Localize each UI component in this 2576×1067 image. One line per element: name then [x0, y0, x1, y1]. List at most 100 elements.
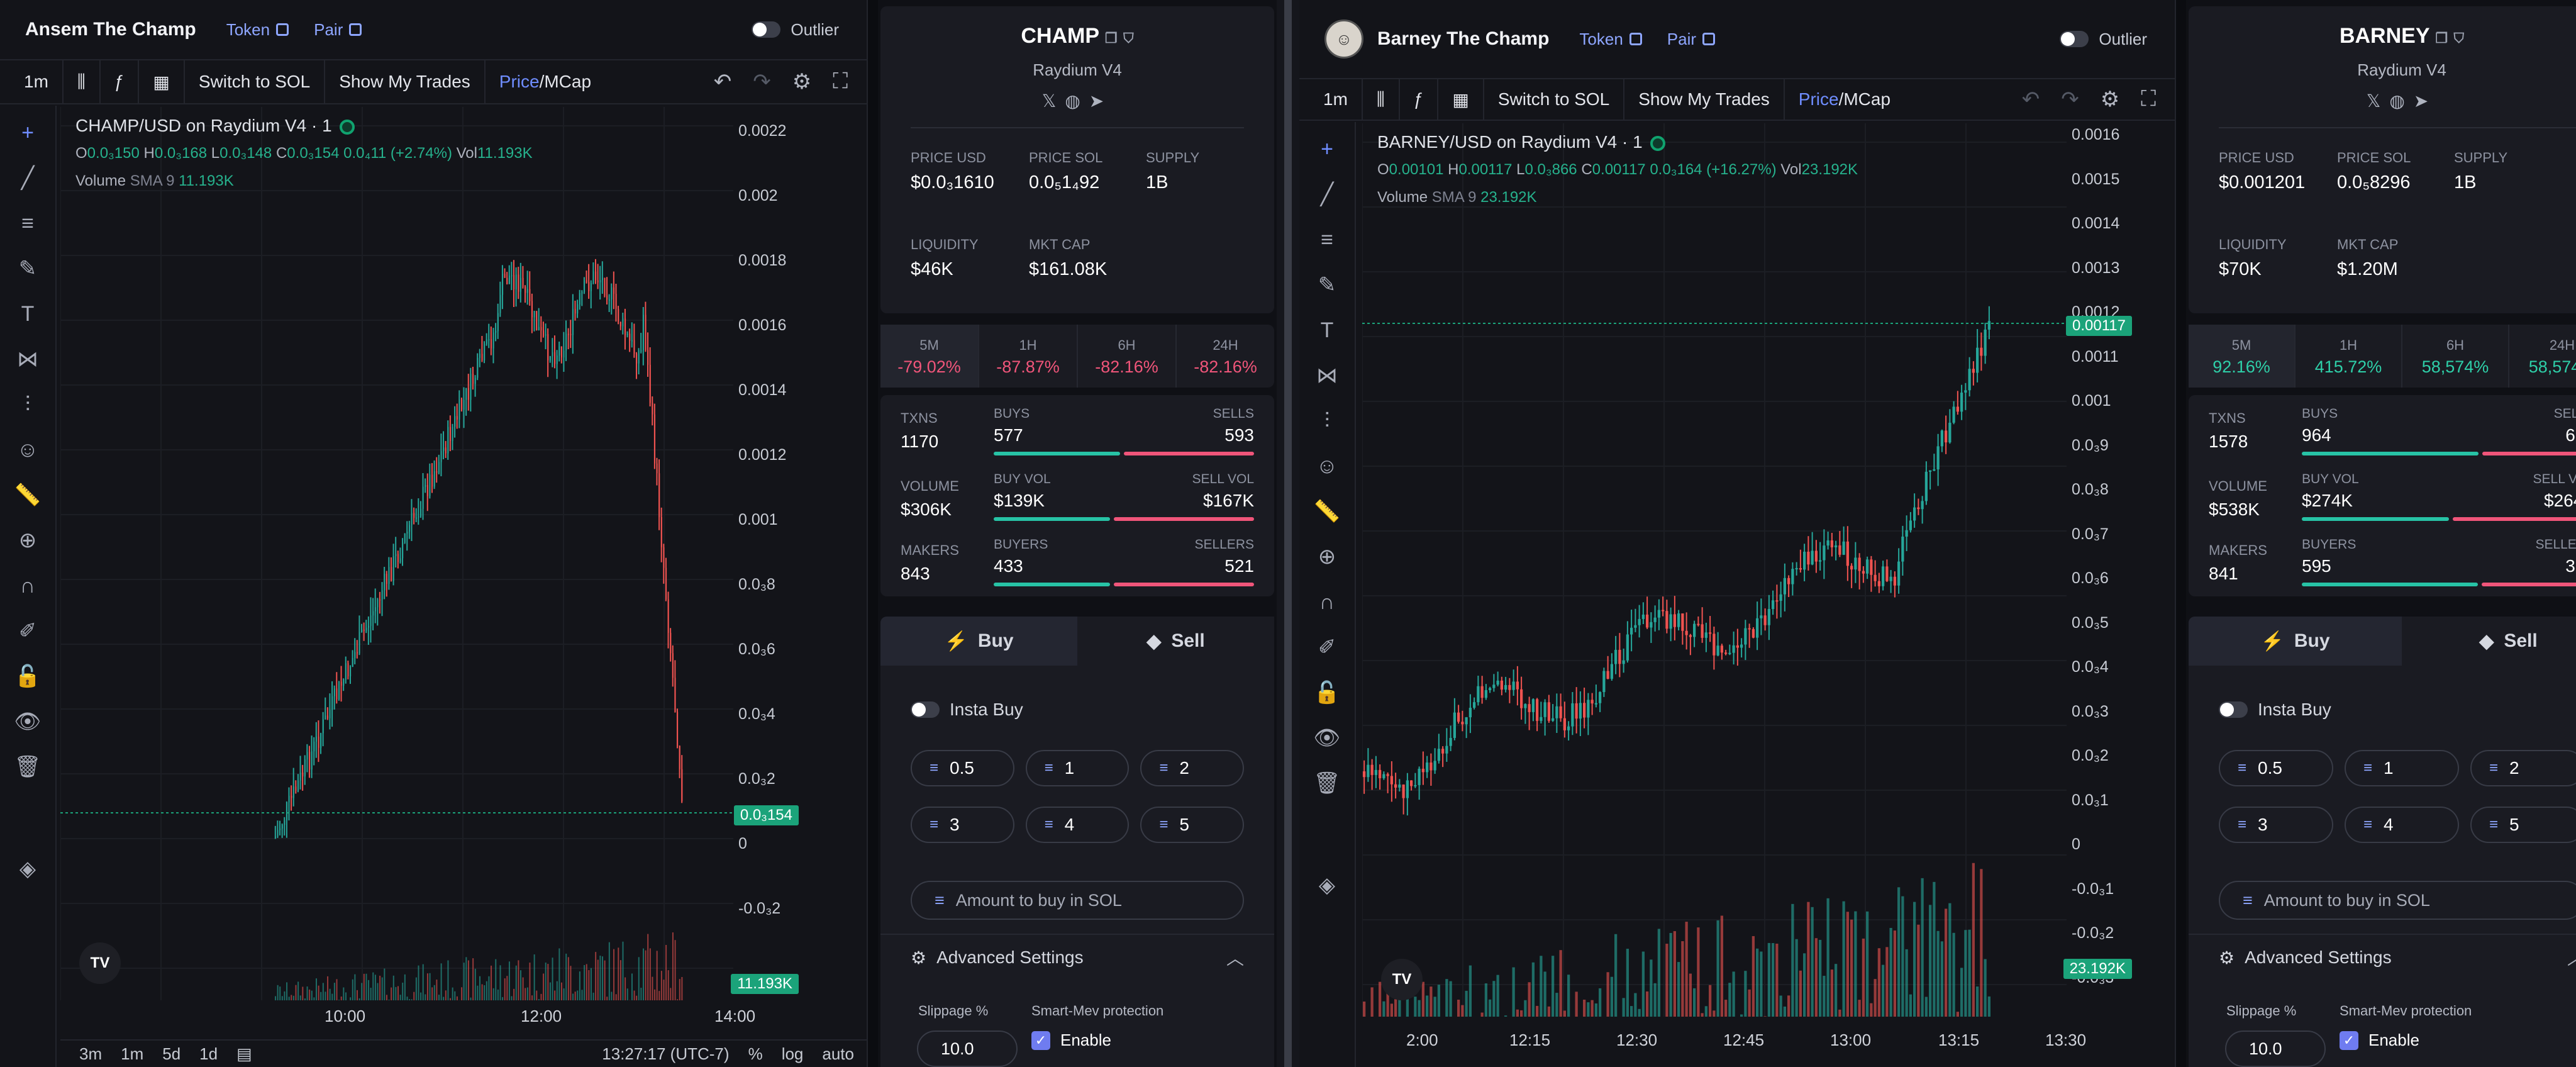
text-icon[interactable]: T [1320, 318, 1334, 342]
amount-preset[interactable]: ≡ 2 [1140, 750, 1244, 786]
candlestick-svg[interactable] [1362, 123, 2136, 1017]
toggle-switch[interactable] [2219, 701, 2248, 718]
forecast-icon[interactable]: ⫶ [25, 392, 31, 416]
mcap-option[interactable]: MCap [544, 72, 592, 91]
amount-preset[interactable]: ≡ 2 [2470, 750, 2576, 786]
slippage-input[interactable]: 10.0 [917, 1031, 1018, 1067]
range-5d[interactable]: 5d [162, 1044, 181, 1063]
telegram-icon[interactable]: ➤ [2413, 91, 2438, 111]
advanced-settings-toggle[interactable]: ⚙ Advanced Settings ︿ [2189, 934, 2576, 980]
outlier-toggle[interactable]: Outlier [2060, 0, 2147, 78]
amount-preset[interactable]: ≡ 5 [2470, 807, 2576, 843]
auto-toggle[interactable]: auto [822, 1044, 854, 1063]
price-mcap-toggle[interactable]: Price / MCap [486, 60, 605, 103]
log-toggle[interactable]: log [781, 1044, 804, 1063]
ruler-icon[interactable]: 📏 [14, 483, 42, 507]
copy-icon[interactable]: ❐ [2435, 30, 2448, 46]
amount-preset[interactable]: ≡ 5 [1140, 807, 1244, 843]
sell-tab[interactable]: ◆ Sell [2402, 617, 2576, 666]
amount-preset[interactable]: ≡ 4 [2345, 807, 2459, 843]
amount-preset[interactable]: ≡ 1 [1025, 750, 1130, 786]
pattern-icon[interactable]: ⋈ [17, 347, 38, 371]
tab-5m[interactable]: 5M -79.02% [880, 325, 979, 388]
fullscreen-icon[interactable]: ⛶ [2141, 87, 2156, 111]
candle-type-icon[interactable]: ⫼ [64, 60, 101, 103]
indicators-icon[interactable]: ƒ [1400, 79, 1439, 120]
tradingview-logo-icon[interactable]: TV [1381, 959, 1423, 1000]
price-axis[interactable]: 0.0016 0.0015 0.0014 0.0013 0.0012 0.0011 0.00… [2067, 123, 2136, 1017]
layers-icon[interactable]: ◈ [19, 857, 36, 881]
amount-preset[interactable]: ≡ 1 [2345, 750, 2459, 786]
fib-icon[interactable]: ≡ [21, 211, 34, 235]
mev-checkbox[interactable]: ✓ Enable [2340, 1031, 2419, 1050]
price-option[interactable]: Price [499, 72, 540, 91]
mev-checkbox[interactable]: ✓ Enable [1031, 1031, 1111, 1050]
tab-5m[interactable]: 5M 92.16% [2189, 325, 2296, 388]
globe-icon[interactable]: ◍ [1065, 91, 1089, 111]
mcap-option[interactable]: MCap [1843, 89, 1891, 109]
price-axis[interactable]: 0.0022 0.002 0.0018 0.0016 0.0014 0.0012 0.001… [733, 107, 802, 1000]
range-3m[interactable]: 3m [79, 1044, 103, 1063]
toggle-switch[interactable] [752, 21, 781, 38]
amount-preset[interactable]: ≡ 4 [1025, 807, 1130, 843]
range-1m[interactable]: 1m [121, 1044, 144, 1063]
globe-icon[interactable]: ◍ [2389, 91, 2414, 111]
copy-icon[interactable]: ❐ [1104, 30, 1118, 46]
pane-divider[interactable] [1277, 0, 1299, 1067]
token-link[interactable]: Token [1579, 30, 1642, 49]
show-my-trades-button[interactable]: Show My Trades [1624, 79, 1785, 120]
trash-icon[interactable]: 🗑 [1313, 771, 1341, 795]
fib-icon[interactable]: ≡ [1321, 227, 1333, 252]
advanced-settings-toggle[interactable]: ⚙ Advanced Settings ︿ [880, 934, 1274, 980]
tab-6h[interactable]: 6H 58,574% [2402, 325, 2509, 388]
lock-drawing-icon[interactable]: ✐ [18, 619, 37, 643]
pair-link[interactable]: Pair [1667, 30, 1716, 49]
buy-tab[interactable]: ⚡ Buy [2189, 617, 2402, 666]
check-icon[interactable]: ✓ [2340, 1031, 2358, 1050]
pair-link[interactable]: Pair [314, 20, 362, 40]
x-icon[interactable]: 𝕏 [1041, 91, 1065, 111]
time-axis[interactable]: 2:00 12:15 12:30 12:45 13:00 13:15 13:30 [1360, 1025, 2175, 1056]
switch-to-sol-button[interactable]: Switch to SOL [185, 60, 326, 103]
sell-tab[interactable]: ◆ Sell [1077, 617, 1274, 666]
trash-icon[interactable]: 🗑 [14, 755, 42, 779]
layers-icon[interactable]: ◈ [1318, 873, 1336, 897]
toggle-switch[interactable] [2060, 31, 2089, 47]
switch-to-sol-button[interactable]: Switch to SOL [1484, 79, 1625, 120]
tradingview-logo-icon[interactable]: TV [79, 942, 121, 984]
interval-button[interactable]: 1m [1309, 79, 1363, 120]
ruler-icon[interactable]: 📏 [1313, 500, 1341, 523]
clock-time[interactable]: 13:27:17 (UTC-7) [602, 1044, 730, 1063]
time-axis[interactable]: 10:00 12:00 14:00 [60, 1002, 867, 1032]
layout-icon[interactable]: ▦ [1438, 79, 1484, 120]
magnet-icon[interactable]: ∩ [19, 573, 36, 598]
interval-button[interactable]: 1m [10, 60, 64, 103]
undo-icon[interactable]: ↶ [2021, 87, 2040, 111]
range-1d[interactable]: 1d [199, 1044, 218, 1063]
zoom-icon[interactable]: ⊕ [18, 528, 37, 552]
amount-preset[interactable]: ≡ 3 [911, 807, 1014, 843]
forecast-icon[interactable]: ⫶ [1324, 408, 1330, 433]
lock-drawing-icon[interactable]: ✐ [1318, 635, 1336, 659]
price-option[interactable]: Price [1798, 89, 1839, 109]
candle-type-icon[interactable]: ⫼ [1363, 79, 1400, 120]
magnet-icon[interactable]: ∩ [1319, 589, 1335, 614]
insta-buy-toggle[interactable]: Insta Buy [911, 700, 1023, 720]
text-icon[interactable]: T [21, 301, 35, 326]
trendline-icon[interactable]: ╱ [1320, 182, 1334, 206]
price-mcap-toggle[interactable]: Price / MCap [1785, 79, 1904, 120]
undo-icon[interactable]: ↶ [713, 70, 732, 94]
redo-icon[interactable]: ↷ [2061, 87, 2079, 111]
check-icon[interactable]: ✓ [1031, 1031, 1050, 1050]
layout-icon[interactable]: ▦ [139, 60, 185, 103]
buy-tab[interactable]: ⚡ Buy [880, 617, 1077, 666]
emoji-icon[interactable]: ☺ [1316, 454, 1338, 478]
brush-icon[interactable]: ✎ [18, 257, 37, 281]
tab-24h[interactable]: 24H -82.16% [1177, 325, 1274, 388]
amount-input[interactable]: ≡ Amount to buy in SOL [2219, 881, 2576, 920]
candlestick-svg[interactable] [60, 107, 802, 1000]
brush-icon[interactable]: ✎ [1318, 273, 1336, 297]
fullscreen-icon[interactable]: ⛶ [833, 69, 848, 93]
crosshair-icon[interactable]: + [21, 120, 34, 145]
token-link[interactable]: Token [226, 20, 289, 40]
